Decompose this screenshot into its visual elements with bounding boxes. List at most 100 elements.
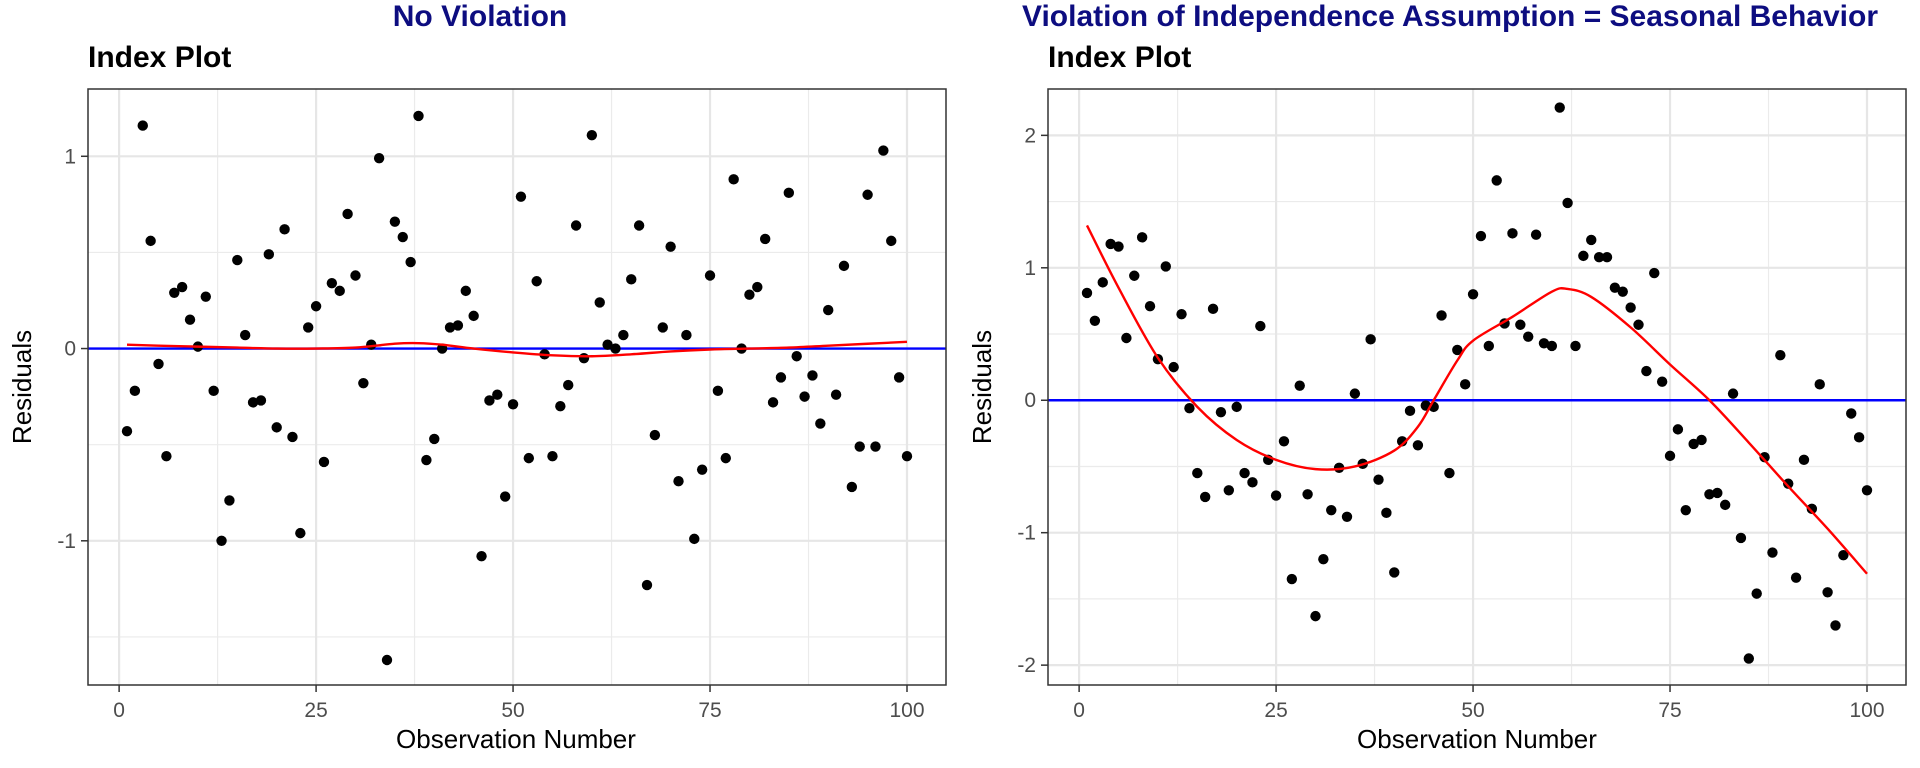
left-residual-point	[531, 276, 542, 287]
right-residual-point	[1735, 532, 1747, 544]
right-residual-point	[1223, 485, 1235, 496]
left-residual-point	[633, 220, 645, 231]
right-residual-point	[1239, 467, 1250, 479]
right-residual-point	[1491, 175, 1502, 186]
left-residual-point	[499, 491, 511, 502]
right-residual-point	[1719, 499, 1731, 511]
left-panel: No Violation Index Plot 0 25 50 75 100 -1 0 1 O…	[7, 0, 947, 754]
left-x-tick-label: 25	[304, 699, 327, 722]
right-residual-point	[1625, 302, 1636, 313]
left-residual-point	[279, 224, 290, 235]
left-residual-point	[610, 343, 621, 354]
right-plot-area: 0 25 50 75 100 -2 -1 0 1 2	[1017, 88, 1907, 722]
left-residual-point	[452, 320, 464, 331]
right-residual-point	[1767, 547, 1778, 558]
left-residual-point	[429, 433, 440, 445]
left-residual-point	[389, 216, 401, 227]
left-residual-point	[846, 481, 858, 493]
left-plot-area: 0 25 50 75 100 -1 0 1	[57, 88, 947, 722]
right-residual-point	[1680, 504, 1691, 516]
right-residual-point	[1861, 485, 1873, 496]
left-residual-point	[145, 235, 156, 247]
right-x-axis-label: Observation Number	[1357, 724, 1597, 754]
left-residual-point	[594, 297, 605, 308]
right-residual-point	[1294, 380, 1305, 391]
right-residual-point	[1136, 232, 1148, 243]
right-panel-background	[1048, 89, 1906, 685]
right-residual-point	[1838, 550, 1849, 561]
left-y-tick-label: 0	[64, 338, 76, 361]
left-plot-title: Index Plot	[88, 41, 231, 74]
left-residual-point	[169, 287, 180, 298]
right-residual-point	[1255, 320, 1266, 332]
left-residual-point	[862, 189, 873, 200]
right-residual-point	[1444, 467, 1455, 479]
right-y-tick-label: 0	[1024, 389, 1036, 412]
right-residual-point	[1562, 197, 1573, 209]
right-residual-point	[1231, 401, 1242, 413]
right-residual-point	[1113, 241, 1124, 252]
right-residual-point	[1144, 301, 1156, 312]
right-residual-point	[1396, 436, 1408, 447]
right-residual-point	[1538, 338, 1550, 349]
right-residual-point	[1649, 267, 1660, 279]
left-residual-point	[492, 389, 503, 400]
left-residual-point	[350, 270, 361, 281]
right-residual-point	[1664, 450, 1676, 462]
left-y-tick-label: -1	[57, 530, 76, 553]
left-residual-point	[618, 329, 629, 341]
left-residual-point	[870, 441, 881, 452]
left-residual-point	[815, 418, 826, 429]
right-residual-point	[1081, 287, 1093, 299]
left-residual-point	[342, 208, 353, 220]
right-residual-point	[1404, 405, 1416, 417]
left-residual-point	[657, 322, 668, 333]
left-residual-point	[373, 153, 385, 164]
left-residual-point	[807, 370, 818, 381]
right-residual-point	[1467, 289, 1479, 300]
right-residual-point	[1270, 490, 1282, 501]
left-residual-point	[208, 385, 219, 397]
left-residual-point	[468, 310, 479, 322]
left-residual-point	[484, 395, 495, 406]
left-residual-point	[247, 397, 259, 408]
left-residual-point	[775, 372, 787, 383]
left-residual-point	[153, 358, 164, 370]
left-residual-point	[854, 441, 865, 452]
left-residual-point	[161, 451, 172, 462]
right-x-tick-label: 0	[1073, 699, 1085, 722]
left-residual-point	[184, 314, 196, 325]
left-residual-point	[555, 401, 566, 412]
left-residual-point	[255, 395, 267, 406]
left-residual-point	[318, 456, 330, 468]
left-residual-point	[728, 174, 739, 185]
right-y-tick-label: 2	[1024, 124, 1036, 147]
left-residual-point	[563, 379, 574, 391]
left-residual-point	[303, 322, 314, 333]
right-residual-point	[1609, 282, 1621, 293]
left-residual-point	[570, 220, 582, 231]
right-residual-point	[1593, 252, 1605, 263]
right-residual-point	[1192, 467, 1203, 479]
left-residual-point	[523, 452, 535, 464]
right-residual-point	[1775, 350, 1786, 361]
left-y-axis-label: Residuals	[7, 330, 37, 444]
right-residual-point	[1798, 454, 1810, 466]
left-residual-point	[681, 329, 692, 341]
right-residual-point	[1341, 511, 1353, 522]
right-panel: Violation of Independence Assumption = S…	[967, 0, 1907, 754]
right-residual-point	[1546, 340, 1558, 352]
left-residual-point	[720, 452, 731, 464]
left-residual-point	[783, 187, 795, 199]
right-suptitle: Violation of Independence Assumption = S…	[1022, 0, 1878, 33]
left-residual-point	[137, 120, 148, 131]
right-residual-point	[1129, 270, 1140, 281]
right-residual-point	[1633, 319, 1644, 330]
left-residual-point	[216, 535, 227, 547]
right-residual-point	[1783, 478, 1794, 489]
right-residual-point	[1515, 319, 1526, 330]
left-residual-point	[405, 256, 416, 268]
left-residual-point	[626, 274, 637, 285]
right-residual-point	[1160, 261, 1171, 272]
